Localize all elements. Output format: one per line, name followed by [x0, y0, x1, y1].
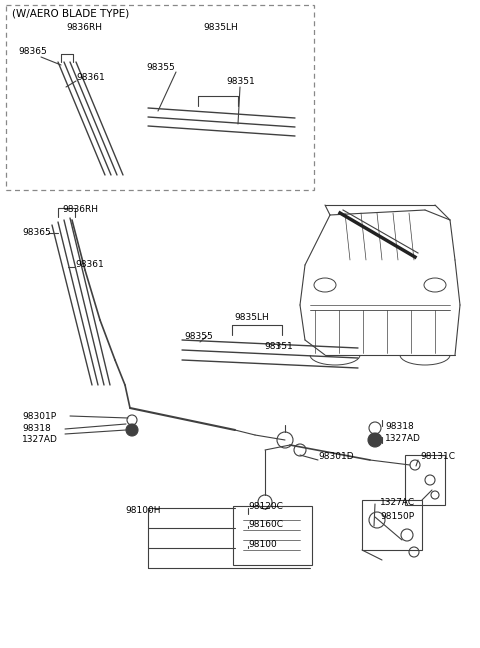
Text: 9836RH: 9836RH	[62, 205, 98, 214]
Circle shape	[126, 424, 138, 436]
Text: 98120C: 98120C	[248, 502, 283, 511]
Text: 98351: 98351	[226, 77, 255, 86]
Text: 98355: 98355	[184, 332, 213, 341]
Text: 98361: 98361	[75, 260, 104, 269]
Text: 98365: 98365	[22, 228, 51, 237]
Text: 1327AD: 1327AD	[22, 435, 58, 444]
Text: 98150P: 98150P	[380, 512, 414, 521]
Text: 98318: 98318	[385, 422, 414, 431]
Text: 9835LH: 9835LH	[203, 23, 238, 32]
Text: 98131C: 98131C	[420, 452, 455, 461]
Text: 98301P: 98301P	[22, 412, 56, 421]
Text: 9835LH: 9835LH	[234, 313, 269, 322]
Text: 9836RH: 9836RH	[66, 23, 102, 32]
Bar	[6, 5, 314, 190]
Text: 98355: 98355	[146, 63, 175, 72]
Text: (W/AERO BLADE TYPE): (W/AERO BLADE TYPE)	[12, 9, 129, 19]
Text: 98301D: 98301D	[318, 452, 354, 461]
Text: 98100: 98100	[248, 540, 277, 549]
Text: 98361: 98361	[76, 73, 105, 82]
Text: 98100H: 98100H	[125, 506, 160, 515]
Circle shape	[368, 433, 382, 447]
Text: 98351: 98351	[264, 342, 293, 351]
Text: 98318: 98318	[22, 424, 51, 433]
Text: 1327AC: 1327AC	[380, 498, 415, 507]
Text: 98365: 98365	[18, 47, 47, 56]
Text: 1327AD: 1327AD	[385, 434, 421, 443]
Text: 98160C: 98160C	[248, 520, 283, 529]
